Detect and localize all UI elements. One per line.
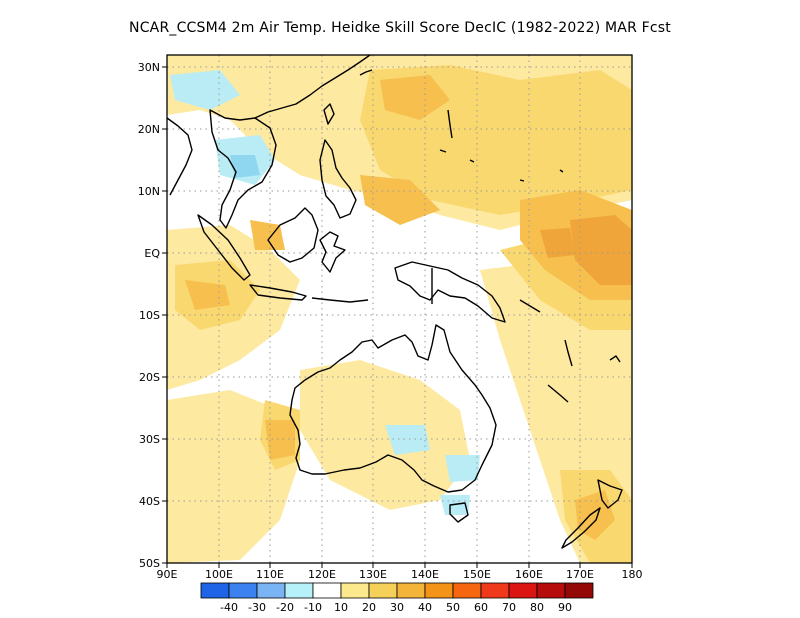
colorbar-label: 80 bbox=[530, 601, 544, 614]
field-pos30-b bbox=[360, 175, 440, 225]
field-pos30-f bbox=[250, 220, 285, 250]
colorbar-label: 70 bbox=[502, 601, 516, 614]
field-pos30-e bbox=[265, 420, 295, 460]
coast-new-guinea bbox=[394, 261, 506, 323]
coast-india bbox=[167, 117, 193, 196]
colorbar-swatch bbox=[228, 582, 258, 599]
lon-label: 130E bbox=[359, 568, 387, 581]
colorbar-label: 30 bbox=[390, 601, 404, 614]
colorbar-swatch bbox=[536, 582, 566, 599]
lat-label: 10S bbox=[139, 309, 160, 322]
field-neg10-d bbox=[445, 455, 480, 482]
lat-label: 30S bbox=[139, 433, 160, 446]
lon-label: 90E bbox=[157, 568, 178, 581]
colorbar-label: 50 bbox=[446, 601, 460, 614]
field-pos40-b bbox=[540, 228, 575, 258]
colorbar-swatch bbox=[508, 582, 538, 599]
coast-marianas bbox=[447, 109, 453, 139]
lon-label: 120E bbox=[308, 568, 336, 581]
colorbar-swatch bbox=[256, 582, 286, 599]
colorbar-label: 10 bbox=[334, 601, 348, 614]
colorbar-swatch bbox=[312, 582, 342, 599]
field-pos10-aus bbox=[300, 360, 470, 510]
colorbar-label: -10 bbox=[304, 601, 322, 614]
colorbar-label: -40 bbox=[220, 601, 238, 614]
skill-field bbox=[167, 55, 632, 563]
field-neg10-a bbox=[170, 70, 240, 110]
lon-label: 100E bbox=[205, 568, 233, 581]
colorbar-label: 60 bbox=[474, 601, 488, 614]
lat-label: 20N bbox=[138, 123, 160, 136]
field-neg20-a bbox=[230, 155, 260, 178]
coast-tasmania bbox=[449, 502, 469, 523]
colorbar-label: 40 bbox=[418, 601, 432, 614]
colorbar bbox=[200, 582, 594, 599]
coast-sulawesi bbox=[319, 231, 346, 273]
coast-solomons bbox=[519, 299, 541, 313]
coast-borneo bbox=[267, 207, 319, 263]
coast-lesser-sunda bbox=[311, 297, 369, 303]
lat-label: 40S bbox=[139, 495, 160, 508]
lon-label: 160E bbox=[515, 568, 543, 581]
coast-nz-south bbox=[561, 507, 601, 549]
colorbar-label: 90 bbox=[558, 601, 572, 614]
field-pos40-a bbox=[570, 215, 632, 285]
map-frame bbox=[166, 54, 633, 564]
colorbar-labels: -40 -30 -20 -10 10 20 30 40 50 60 70 80 … bbox=[220, 601, 572, 614]
coast-ryukyu bbox=[359, 69, 373, 76]
field-pos30-g bbox=[575, 490, 615, 540]
coast-vanuatu bbox=[564, 339, 573, 367]
colorbar-label: 20 bbox=[362, 601, 376, 614]
lat-label: 30N bbox=[138, 61, 160, 74]
colorbar-swatch bbox=[368, 582, 398, 599]
field-neg10-c bbox=[385, 425, 430, 455]
axis-ticks bbox=[162, 66, 633, 568]
lat-label: EQ bbox=[144, 247, 160, 260]
graticule bbox=[167, 55, 632, 563]
coastlines bbox=[167, 55, 623, 549]
lat-labels: 30N 20N 10N EQ 10S 20S 30S 40S 50S bbox=[138, 61, 161, 570]
lat-label: 50S bbox=[139, 557, 160, 570]
colorbar-label: -20 bbox=[276, 601, 294, 614]
coast-new-caledonia bbox=[547, 384, 569, 403]
coast-china bbox=[254, 55, 371, 119]
map-title: NCAR_CCSM4 2m Air Temp. Heidke Skill Sco… bbox=[129, 20, 671, 36]
colorbar-swatch bbox=[200, 582, 230, 599]
lon-label: 150E bbox=[463, 568, 491, 581]
coast-java bbox=[249, 284, 307, 301]
coast-indochina bbox=[209, 109, 277, 229]
colorbar-swatch bbox=[480, 582, 510, 599]
colorbar-label: -30 bbox=[248, 601, 266, 614]
field-pos30-a bbox=[380, 75, 450, 120]
lat-label: 20S bbox=[139, 371, 160, 384]
lon-label: 140E bbox=[411, 568, 439, 581]
coast-nz-north bbox=[597, 479, 623, 509]
coast-micronesia bbox=[439, 149, 564, 182]
coast-australia bbox=[289, 324, 497, 493]
colorbar-swatch bbox=[564, 582, 594, 599]
colorbar-swatch bbox=[340, 582, 370, 599]
colorbar-swatch bbox=[424, 582, 454, 599]
lon-label: 110E bbox=[256, 568, 284, 581]
lon-labels: 90E 100E 110E 120E 130E 140E 150E 160E 1… bbox=[157, 568, 643, 581]
colorbar-swatch bbox=[396, 582, 426, 599]
map-panel bbox=[167, 55, 632, 563]
colorbar-swatch bbox=[284, 582, 314, 599]
lon-label: 170E bbox=[566, 568, 594, 581]
lon-label: 180 bbox=[622, 568, 643, 581]
coast-fiji bbox=[609, 355, 621, 363]
coast-taiwan bbox=[323, 103, 335, 125]
lat-label: 10N bbox=[138, 185, 160, 198]
colorbar-swatch bbox=[452, 582, 482, 599]
coast-philippines bbox=[319, 139, 357, 219]
coast-sumatra bbox=[197, 214, 251, 281]
